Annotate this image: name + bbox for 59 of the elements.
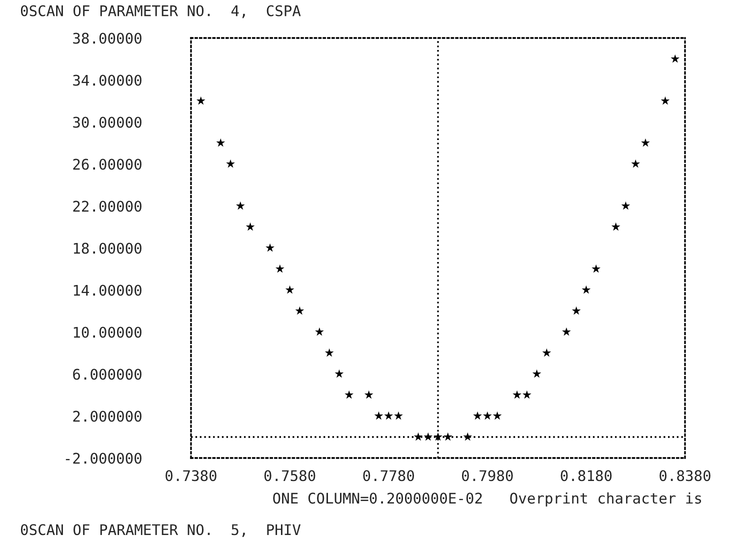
point xyxy=(324,348,334,357)
x-tick-label: 0.8380 xyxy=(660,470,710,482)
point xyxy=(611,222,620,231)
y-tick-label: 30.00000 xyxy=(73,116,142,128)
point xyxy=(334,369,344,378)
point xyxy=(582,285,591,294)
point xyxy=(572,306,581,315)
y-tick-label: 2.000000 xyxy=(73,410,142,422)
point xyxy=(592,264,601,273)
point xyxy=(266,243,274,252)
point xyxy=(621,201,630,210)
point xyxy=(542,348,552,357)
point xyxy=(364,390,374,399)
point xyxy=(226,159,235,168)
point xyxy=(522,390,532,399)
y-tick-label: 22.00000 xyxy=(73,200,142,212)
y-tick-label: 34.00000 xyxy=(73,74,142,86)
point xyxy=(512,390,522,399)
point xyxy=(295,306,304,315)
point xyxy=(414,432,423,441)
point xyxy=(660,96,670,105)
x-tick-label: 0.8180 xyxy=(560,470,612,482)
point xyxy=(443,432,452,441)
x-tick-label: 0.7580 xyxy=(264,470,316,482)
point xyxy=(275,264,284,273)
y-tick-label: 38.00000 xyxy=(73,32,142,44)
x-tick-label: 0.7780 xyxy=(363,470,414,482)
point xyxy=(315,327,324,336)
point xyxy=(641,138,650,147)
point xyxy=(216,138,226,147)
point xyxy=(562,327,571,336)
y-tick-label: 14.00000 xyxy=(74,284,142,296)
point xyxy=(236,201,245,210)
point xyxy=(482,411,492,420)
y-tick-label: 6.000000 xyxy=(73,368,142,380)
point xyxy=(246,222,255,231)
point xyxy=(384,411,394,420)
point xyxy=(463,432,472,441)
point xyxy=(424,432,433,441)
x-axis-title: ONE COLUMN=0.2000000E-02 Overprint character is xyxy=(273,492,702,507)
text: 0SCAN OF PARAMETER NO. 5, PHIV xyxy=(20,524,301,538)
point xyxy=(532,369,542,378)
chart-title: 0SCAN OF PARAMETER NO. 4, CSPA xyxy=(20,5,301,18)
point xyxy=(473,411,482,420)
y-tick-label: -2.000000 xyxy=(66,452,142,464)
point xyxy=(196,96,206,105)
point xyxy=(344,390,354,399)
y-tick-label: 10.00000 xyxy=(74,326,142,338)
point xyxy=(434,432,442,441)
x-tick-label: 0.7380 xyxy=(166,470,216,482)
y-tick-label: 18.00000 xyxy=(74,242,142,254)
x-tick-label: 0.7980 xyxy=(462,470,513,482)
point xyxy=(394,411,403,420)
point xyxy=(492,411,502,420)
point xyxy=(670,54,680,63)
point xyxy=(374,411,384,420)
point xyxy=(631,159,640,168)
y-tick-label: 26.00000 xyxy=(73,158,142,170)
point xyxy=(285,285,294,294)
